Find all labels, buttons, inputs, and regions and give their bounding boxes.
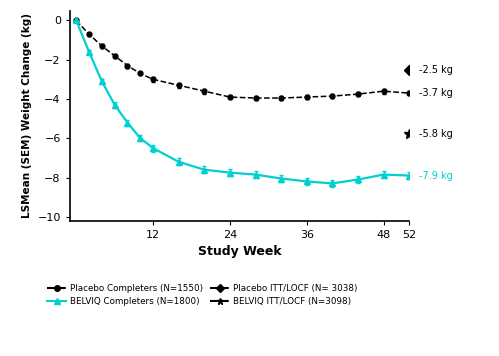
Text: -2.5 kg: -2.5 kg (419, 64, 453, 74)
Text: -3.7 kg: -3.7 kg (419, 88, 453, 98)
Legend: Placebo Completers (N=1550), BELVIQ Completers (N=1800), Placebo ITT/LOCF (N= 30: Placebo Completers (N=1550), BELVIQ Comp… (47, 284, 357, 306)
Text: -5.8 kg: -5.8 kg (419, 129, 453, 139)
Y-axis label: LSMean (SEM) Weight Change (kg): LSMean (SEM) Weight Change (kg) (22, 13, 32, 218)
Text: -7.9 kg: -7.9 kg (419, 171, 453, 180)
X-axis label: Study Week: Study Week (198, 245, 281, 258)
